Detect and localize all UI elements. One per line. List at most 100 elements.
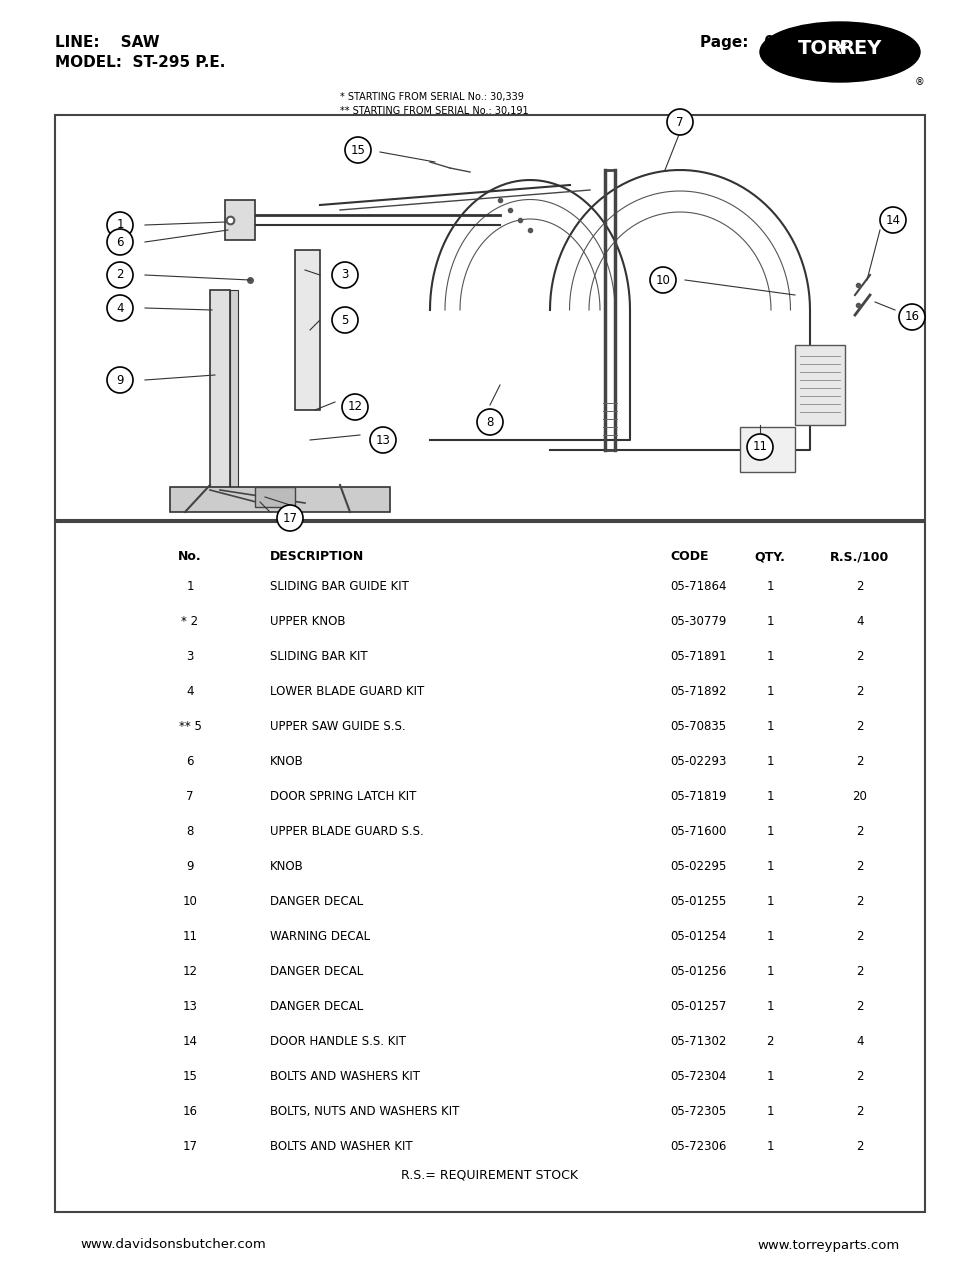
Text: 2: 2 bbox=[856, 1140, 863, 1153]
Text: 1: 1 bbox=[186, 580, 194, 593]
Text: 05-02293: 05-02293 bbox=[669, 755, 726, 768]
Text: 1: 1 bbox=[766, 895, 773, 908]
Text: www.torreyparts.com: www.torreyparts.com bbox=[757, 1239, 899, 1252]
Text: 2: 2 bbox=[856, 719, 863, 733]
Circle shape bbox=[746, 434, 773, 460]
FancyBboxPatch shape bbox=[170, 486, 389, 512]
Text: 05-71864: 05-71864 bbox=[669, 580, 726, 593]
Text: LOWER BLADE GUARD KIT: LOWER BLADE GUARD KIT bbox=[270, 685, 423, 698]
Text: SLIDING BAR KIT: SLIDING BAR KIT bbox=[270, 650, 368, 663]
Text: 4: 4 bbox=[186, 685, 194, 698]
Text: 05-30779: 05-30779 bbox=[669, 614, 726, 628]
Text: 8: 8 bbox=[486, 416, 493, 429]
Text: 1: 1 bbox=[766, 965, 773, 978]
Text: R.S./100: R.S./100 bbox=[829, 550, 889, 563]
Circle shape bbox=[341, 394, 368, 420]
Text: 05-01257: 05-01257 bbox=[669, 1000, 726, 1012]
Text: 05-71892: 05-71892 bbox=[669, 685, 726, 698]
Text: MODEL:  ST-295 P.E.: MODEL: ST-295 P.E. bbox=[55, 55, 225, 70]
Text: 1: 1 bbox=[766, 580, 773, 593]
Text: REY: REY bbox=[838, 38, 880, 58]
Text: 1: 1 bbox=[766, 826, 773, 838]
Text: 12: 12 bbox=[347, 401, 362, 413]
Text: SLIDING BAR GUIDE KIT: SLIDING BAR GUIDE KIT bbox=[270, 580, 409, 593]
Text: BOLTS, NUTS AND WASHERS KIT: BOLTS, NUTS AND WASHERS KIT bbox=[270, 1105, 459, 1117]
Text: 2: 2 bbox=[766, 1036, 773, 1048]
Text: 9: 9 bbox=[116, 374, 123, 387]
Text: 10: 10 bbox=[182, 895, 198, 908]
Text: 2: 2 bbox=[856, 965, 863, 978]
FancyBboxPatch shape bbox=[55, 522, 924, 1212]
Text: 1: 1 bbox=[766, 755, 773, 768]
Text: Page:   01-97: Page: 01-97 bbox=[699, 35, 812, 50]
Text: 4: 4 bbox=[856, 1036, 863, 1048]
Text: DOOR SPRING LATCH KIT: DOOR SPRING LATCH KIT bbox=[270, 790, 416, 803]
Text: 11: 11 bbox=[182, 931, 198, 943]
Text: UPPER BLADE GUARD S.S.: UPPER BLADE GUARD S.S. bbox=[270, 826, 423, 838]
Text: 4: 4 bbox=[856, 614, 863, 628]
FancyBboxPatch shape bbox=[739, 428, 794, 472]
Text: 20: 20 bbox=[852, 790, 867, 803]
Text: 05-72304: 05-72304 bbox=[669, 1070, 726, 1083]
Text: 1: 1 bbox=[766, 860, 773, 873]
Circle shape bbox=[107, 262, 133, 288]
Text: UPPER SAW GUIDE S.S.: UPPER SAW GUIDE S.S. bbox=[270, 719, 405, 733]
Text: 3: 3 bbox=[341, 269, 348, 282]
Circle shape bbox=[344, 137, 371, 163]
Text: 13: 13 bbox=[182, 1000, 198, 1012]
Text: 1: 1 bbox=[766, 931, 773, 943]
Text: * 2: * 2 bbox=[181, 614, 199, 628]
Text: 5: 5 bbox=[341, 314, 348, 326]
Text: 1: 1 bbox=[766, 790, 773, 803]
Circle shape bbox=[476, 410, 503, 435]
Circle shape bbox=[370, 428, 395, 453]
Text: 10: 10 bbox=[655, 274, 670, 287]
Text: 1: 1 bbox=[766, 719, 773, 733]
Circle shape bbox=[107, 367, 133, 393]
Text: 05-02295: 05-02295 bbox=[669, 860, 726, 873]
Text: 05-72305: 05-72305 bbox=[669, 1105, 726, 1117]
Text: R.S.= REQUIREMENT STOCK: R.S.= REQUIREMENT STOCK bbox=[401, 1169, 578, 1181]
Circle shape bbox=[107, 229, 133, 255]
Circle shape bbox=[898, 303, 924, 330]
Text: BOLTS AND WASHER KIT: BOLTS AND WASHER KIT bbox=[270, 1140, 412, 1153]
Text: 1: 1 bbox=[766, 1000, 773, 1012]
Text: 7: 7 bbox=[676, 115, 683, 128]
Circle shape bbox=[666, 109, 692, 134]
Text: DANGER DECAL: DANGER DECAL bbox=[270, 965, 363, 978]
Text: 17: 17 bbox=[283, 512, 297, 525]
Text: 12: 12 bbox=[182, 965, 198, 978]
Text: 05-01254: 05-01254 bbox=[669, 931, 726, 943]
Text: 2: 2 bbox=[856, 685, 863, 698]
Text: DANGER DECAL: DANGER DECAL bbox=[270, 1000, 363, 1012]
Circle shape bbox=[649, 268, 676, 293]
Circle shape bbox=[332, 307, 358, 333]
FancyBboxPatch shape bbox=[794, 346, 844, 425]
Text: 15: 15 bbox=[182, 1070, 198, 1083]
Text: 11: 11 bbox=[752, 440, 767, 453]
Text: ✶: ✶ bbox=[832, 38, 848, 58]
Text: 05-71302: 05-71302 bbox=[669, 1036, 726, 1048]
Text: 2: 2 bbox=[856, 1070, 863, 1083]
Text: 4: 4 bbox=[116, 302, 123, 315]
FancyBboxPatch shape bbox=[55, 115, 924, 520]
Text: ®: ® bbox=[914, 77, 924, 87]
Text: 1: 1 bbox=[766, 685, 773, 698]
FancyBboxPatch shape bbox=[254, 486, 294, 507]
Text: 7: 7 bbox=[186, 790, 194, 803]
Text: 1: 1 bbox=[766, 1140, 773, 1153]
Text: 2: 2 bbox=[856, 650, 863, 663]
Text: No.: No. bbox=[178, 550, 201, 563]
Text: 14: 14 bbox=[182, 1036, 198, 1048]
Text: ** STARTING FROM SERIAL No.: 30,191: ** STARTING FROM SERIAL No.: 30,191 bbox=[339, 106, 528, 116]
Text: 2: 2 bbox=[856, 1000, 863, 1012]
Text: 13: 13 bbox=[376, 434, 390, 447]
Text: 17: 17 bbox=[182, 1140, 198, 1153]
Text: 2: 2 bbox=[856, 826, 863, 838]
Text: KNOB: KNOB bbox=[270, 860, 303, 873]
Text: DANGER DECAL: DANGER DECAL bbox=[270, 895, 363, 908]
Text: 1: 1 bbox=[766, 650, 773, 663]
Text: 1: 1 bbox=[766, 1070, 773, 1083]
Text: TOR: TOR bbox=[797, 38, 842, 58]
Text: 2: 2 bbox=[856, 1105, 863, 1117]
